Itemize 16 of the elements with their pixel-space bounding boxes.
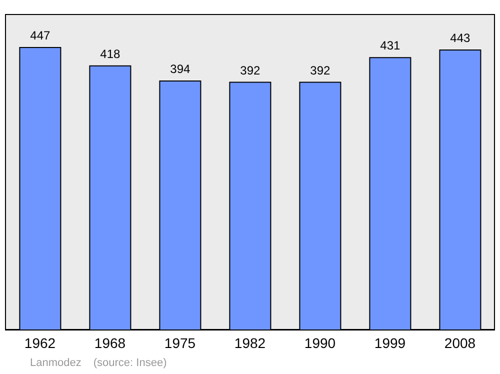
- x-tick-label: 1982: [234, 334, 266, 351]
- data-label: 392: [240, 63, 261, 78]
- x-tick-label: 1975: [164, 334, 196, 351]
- data-label: 418: [100, 46, 121, 61]
- data-label: 443: [450, 31, 471, 46]
- data-label: 447: [30, 28, 51, 42]
- data-label: 431: [380, 38, 401, 53]
- x-tick-label: 1968: [94, 334, 126, 351]
- data-label: 394: [170, 62, 191, 76]
- data-label: 392: [310, 63, 331, 78]
- x-tick-label: 1962: [24, 334, 56, 351]
- x-tick-label: 1990: [304, 334, 336, 351]
- text: (source: Insee): [93, 357, 167, 369]
- x-tick-label: 1999: [374, 334, 406, 351]
- x-tick-label: 2008: [444, 334, 476, 351]
- text: Lanmodez: [30, 357, 82, 369]
